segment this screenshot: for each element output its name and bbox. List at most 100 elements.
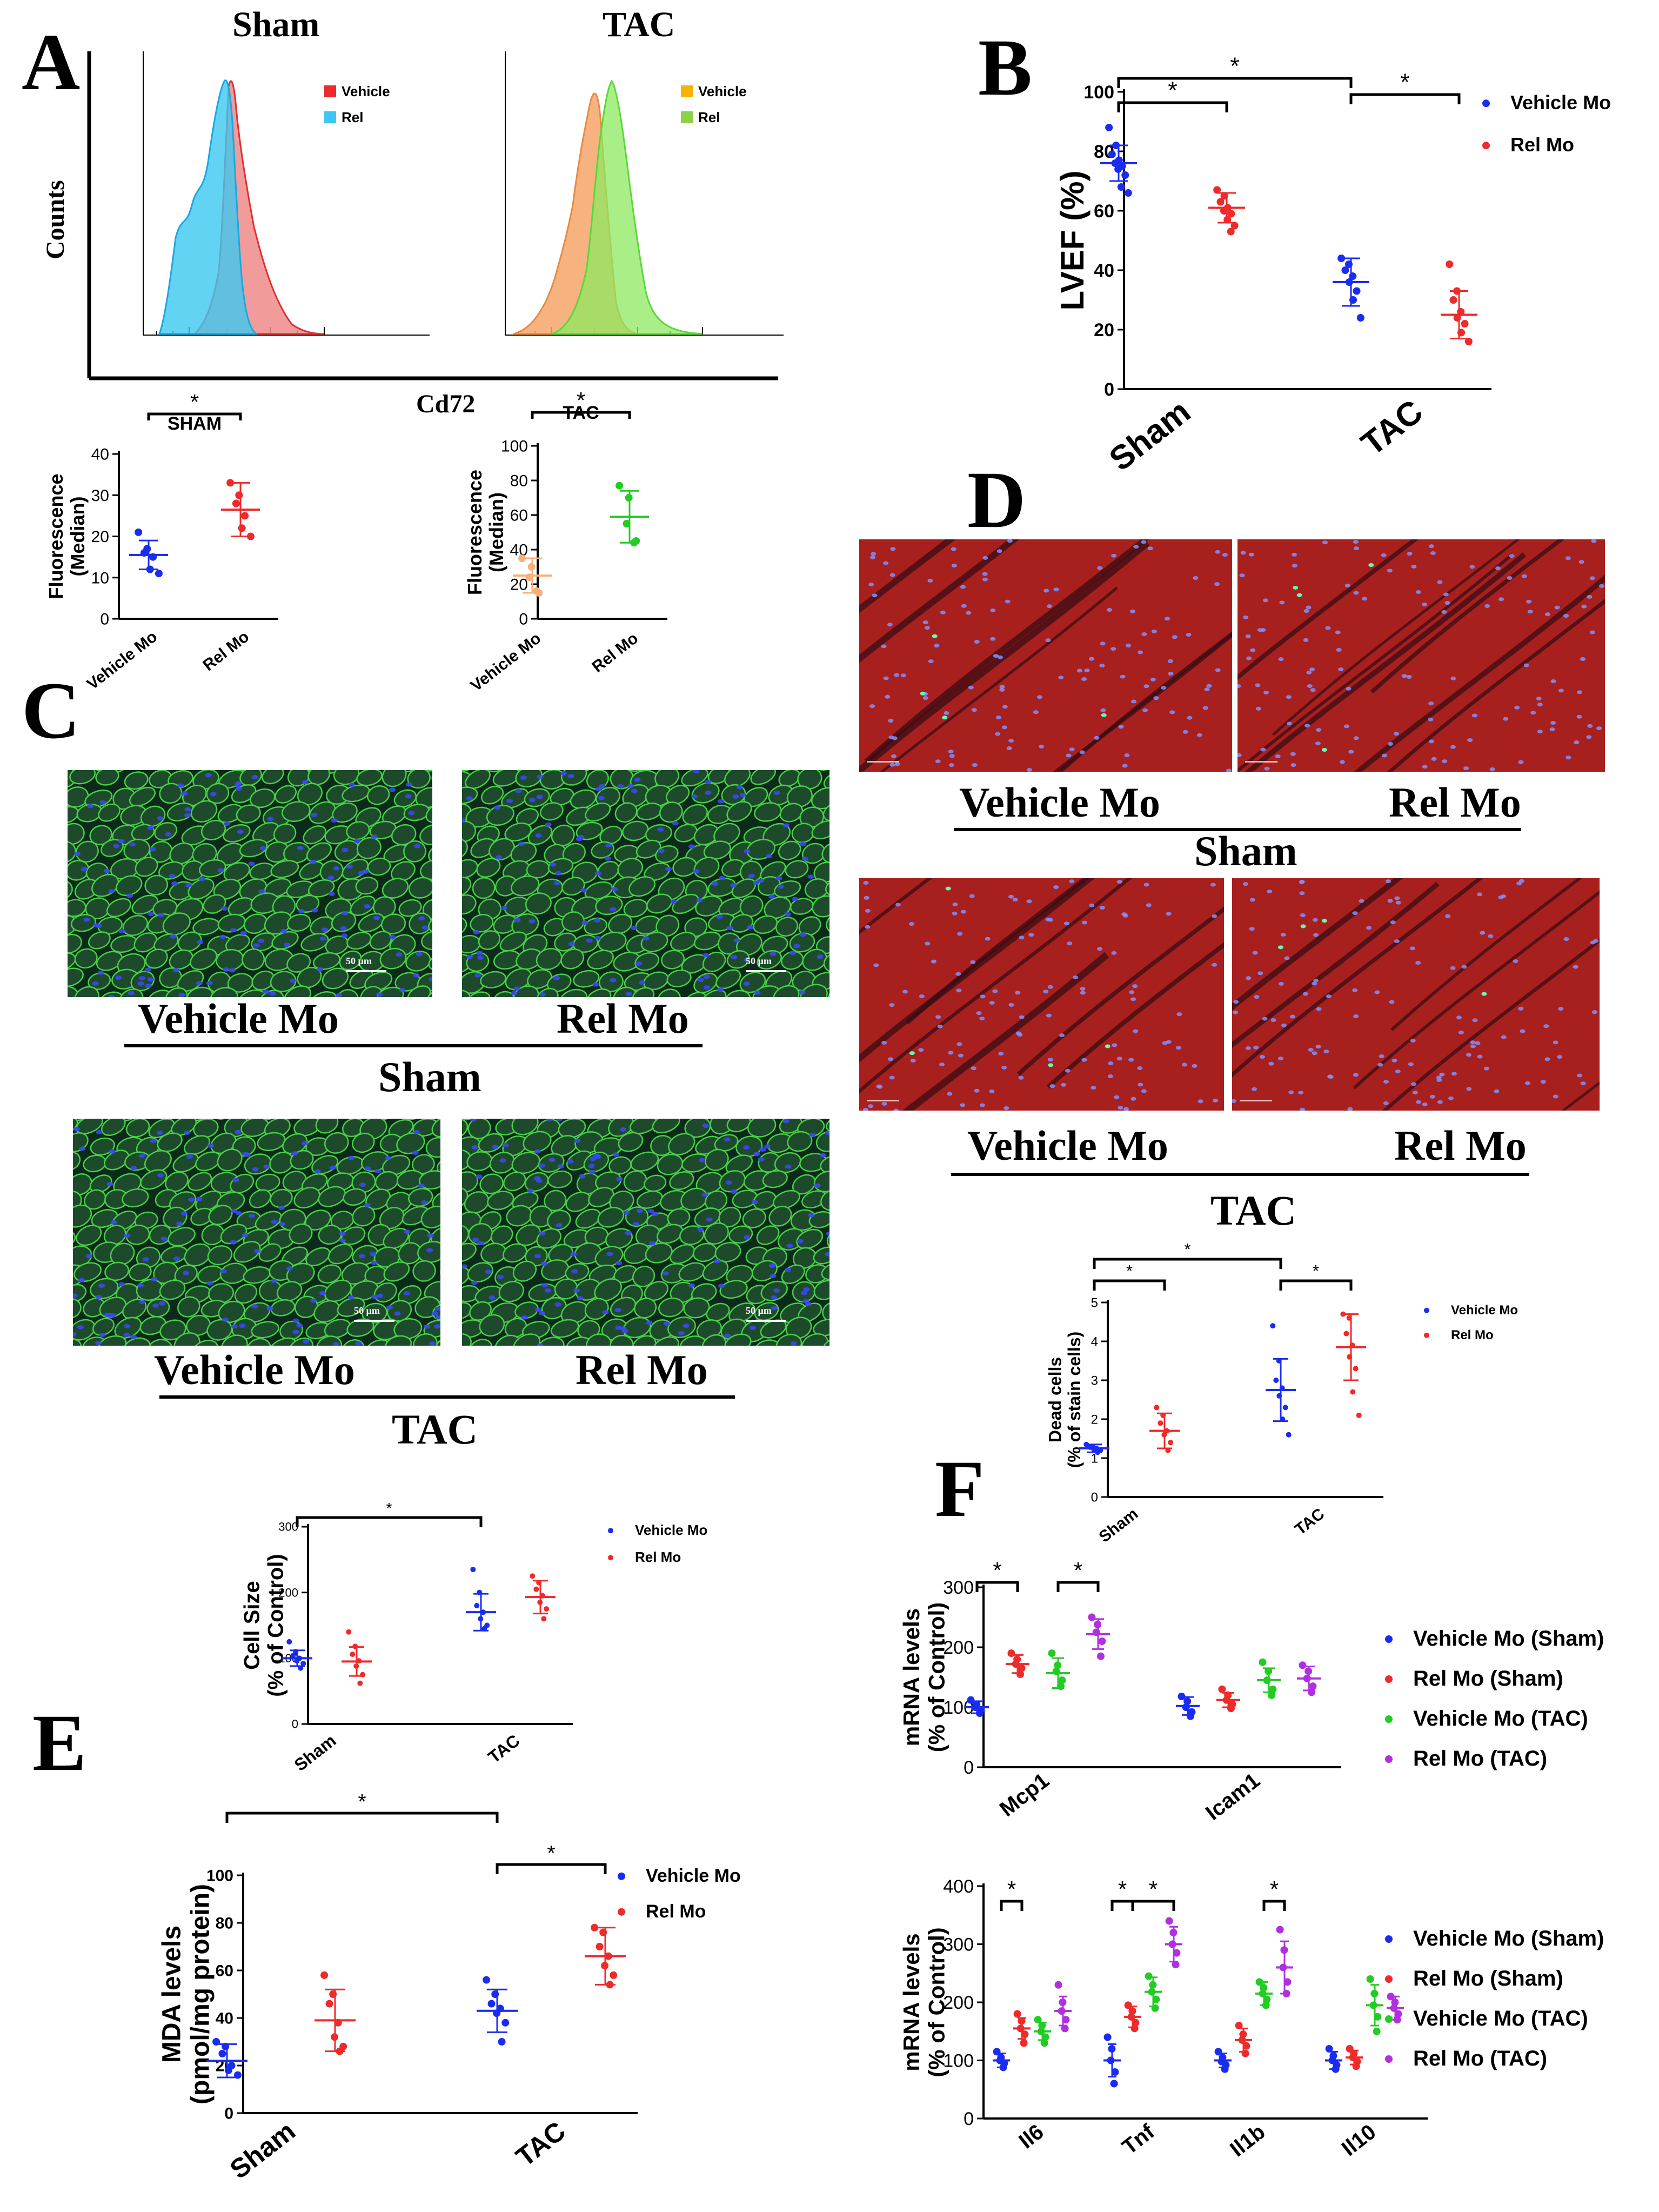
data-point <box>1453 287 1461 295</box>
cardiomyocyte <box>139 1316 166 1335</box>
d-sham-vehicle-caption: Vehicle Mo <box>959 779 1160 826</box>
significance-bracket <box>225 1812 499 1823</box>
nucleus <box>773 790 780 795</box>
nucleus <box>1045 917 1051 921</box>
cardiomyocyte <box>273 823 297 844</box>
nucleus <box>1352 911 1358 915</box>
nucleus <box>556 1119 563 1121</box>
nucleus <box>339 1238 346 1243</box>
cardiomyocyte <box>541 1259 570 1281</box>
x-category-label: Mcp1 <box>995 1768 1054 1821</box>
nucleus <box>614 1308 621 1313</box>
cardiomyocyte <box>431 1119 440 1138</box>
nucleus <box>172 968 179 973</box>
cardiomyocyte <box>419 859 432 880</box>
nucleus <box>998 655 1004 659</box>
nucleus <box>1245 634 1251 638</box>
cardiomyocyte <box>218 1300 245 1323</box>
x-category-label: TAC <box>510 2116 571 2173</box>
cardiomyocyte <box>705 1190 728 1212</box>
nucleus <box>462 1264 467 1269</box>
nucleus <box>960 910 966 914</box>
scale-label: 50 µm <box>746 955 772 966</box>
cardiomyocyte <box>479 1314 505 1337</box>
cardiomyocyte <box>813 1246 830 1265</box>
y-tick-label: 400 <box>943 1876 974 1897</box>
data-point <box>1220 192 1228 200</box>
cardiomyocyte <box>234 1284 258 1304</box>
data-point <box>1041 2033 1049 2041</box>
significance-star: * <box>1400 69 1409 96</box>
cardiomyocyte <box>74 948 98 969</box>
data-point <box>218 2050 226 2057</box>
legend-label: Rel Mo (Sham) <box>1413 1667 1563 1690</box>
nucleus <box>982 572 988 576</box>
y-tick-label: 20 <box>510 576 528 594</box>
nucleus <box>1128 1058 1134 1062</box>
nucleus <box>747 925 754 930</box>
nucleus <box>567 774 574 779</box>
nucleus <box>868 582 874 586</box>
nucleus <box>1471 713 1477 718</box>
nucleus <box>885 694 891 699</box>
nucleus <box>883 676 889 680</box>
vessel-gap <box>859 539 1020 663</box>
nucleus <box>1298 1091 1304 1095</box>
nucleus <box>712 881 719 886</box>
data-point <box>1013 2010 1021 2018</box>
tissue-streaks <box>1232 878 1600 1111</box>
nucleus <box>1470 1044 1476 1048</box>
cardiomyocyte <box>800 984 828 997</box>
nucleus <box>1441 610 1447 614</box>
nucleus <box>982 556 988 560</box>
nucleus <box>908 922 914 926</box>
nucleus <box>231 1208 238 1213</box>
cardiomyocyte <box>399 1119 425 1120</box>
data-point <box>232 499 240 507</box>
nucleus <box>160 1237 168 1241</box>
nucleus <box>1129 609 1135 613</box>
nucleus <box>982 577 988 582</box>
sham-fluorescence-chart: 010203040Fluorescence(Median)SHAMVehicle… <box>49 395 278 693</box>
nucleus <box>521 1315 528 1320</box>
data-point <box>1279 1385 1285 1391</box>
y-tick-label: 5 <box>1091 1295 1098 1310</box>
cardiomyocyte <box>405 951 431 972</box>
cardiomyocyte <box>419 824 432 846</box>
nucleus <box>1544 612 1550 617</box>
tunel-positive-nucleus <box>942 716 948 720</box>
nucleus <box>544 1288 551 1293</box>
vessel-gap <box>1237 539 1419 680</box>
data-point <box>1353 1366 1359 1372</box>
cardiomyocyte <box>739 895 764 917</box>
nucleus <box>230 1240 237 1245</box>
nucleus <box>412 1151 419 1155</box>
nucleus <box>1407 551 1413 556</box>
panel-d-sham-vehicle-image <box>859 539 1232 772</box>
nucleus <box>104 1313 111 1318</box>
cardiomyocyte <box>220 1334 248 1346</box>
nucleus <box>1138 650 1143 654</box>
cardiomyocyte <box>122 1299 147 1320</box>
tunel-positive-nucleus <box>1293 585 1299 590</box>
nucleus <box>1518 879 1524 883</box>
data-point <box>1332 2065 1340 2073</box>
nucleus <box>1290 763 1296 767</box>
nucleus <box>958 1053 964 1058</box>
data-point <box>487 2000 496 2008</box>
nucleus <box>1353 1073 1359 1077</box>
nucleus <box>176 1221 183 1226</box>
nucleus <box>431 1311 438 1316</box>
nucleus <box>142 1257 149 1262</box>
scale-bar <box>1245 761 1277 763</box>
sham-legend-rel-swatch <box>324 111 336 123</box>
cardiomyocyte <box>464 1191 490 1214</box>
nucleus <box>139 1153 146 1158</box>
data-point <box>478 1616 484 1622</box>
nucleus <box>376 992 383 997</box>
nucleus <box>471 1145 478 1150</box>
cardiomyocyte <box>351 1132 375 1153</box>
nucleus <box>1537 703 1543 707</box>
data-point <box>1062 2016 1070 2024</box>
nucleus <box>1344 583 1350 587</box>
